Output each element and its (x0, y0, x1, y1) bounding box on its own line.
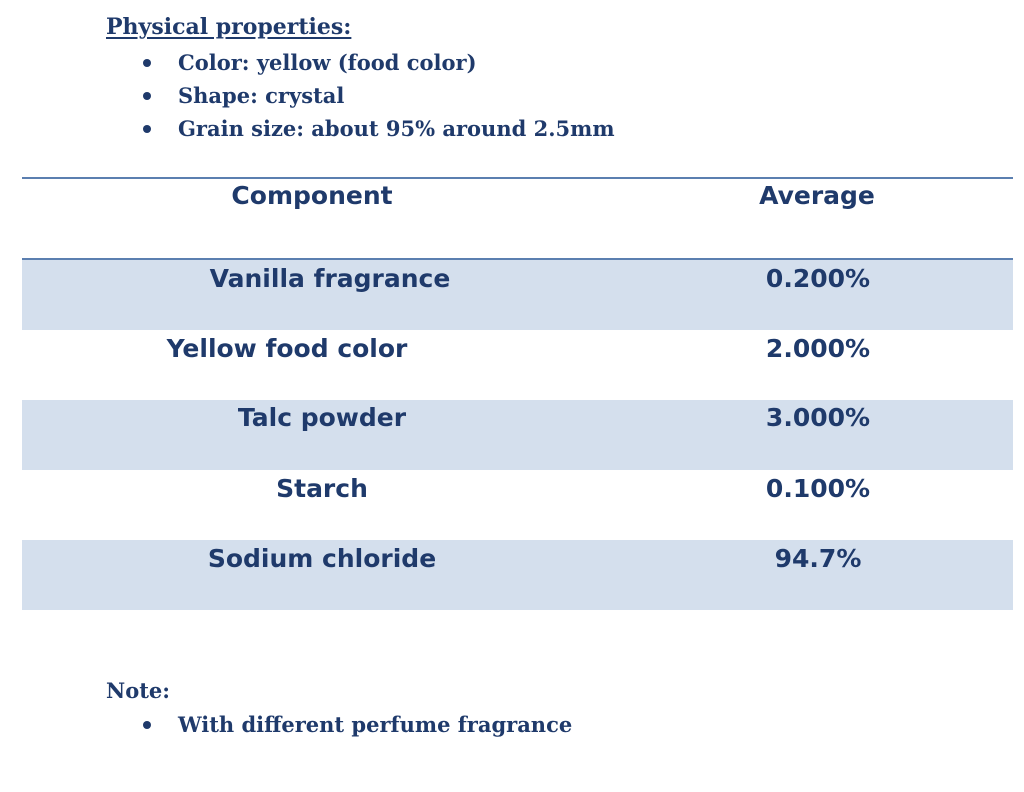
list-item: Shape: crystal (140, 79, 615, 112)
property-text: Shape: crystal (178, 83, 345, 108)
component-cell: Yellow food color (166, 334, 408, 363)
table-row: Vanilla fragrance 0.200% (22, 260, 1013, 330)
composition-table: Component Average Vanilla fragrance 0.20… (22, 177, 1013, 610)
header-rule (22, 258, 1013, 260)
table-row: Sodium chloride 94.7% (22, 540, 1013, 610)
note-text: With different perfume fragrance (178, 712, 573, 737)
average-cell: 94.7% (774, 544, 862, 573)
average-cell: 0.200% (765, 264, 871, 293)
bullet-icon (143, 125, 151, 133)
component-cell: Talc powder (237, 403, 407, 432)
bullet-icon (143, 92, 151, 100)
average-column-header: Average (759, 181, 875, 210)
component-cell: Vanilla fragrance (209, 264, 451, 293)
property-text: Color: yellow (food color) (178, 50, 477, 75)
table-row: Starch 0.100% (22, 470, 1013, 540)
note-list: With different perfume fragrance (140, 708, 572, 741)
bullet-icon (143, 59, 151, 67)
note-heading: Note: (106, 678, 171, 703)
component-cell: Sodium chloride (207, 544, 437, 573)
average-cell: 3.000% (765, 403, 871, 432)
table-top-rule (22, 177, 1013, 179)
bullet-icon (143, 721, 151, 729)
average-cell: 2.000% (765, 334, 871, 363)
table-row: Yellow food color 2.000% (22, 330, 1013, 400)
average-cell: 0.100% (765, 474, 871, 503)
property-text: Grain size: about 95% around 2.5mm (178, 116, 615, 141)
component-column-header: Component (231, 181, 393, 210)
list-item: Grain size: about 95% around 2.5mm (140, 112, 615, 145)
list-item: With different perfume fragrance (140, 708, 572, 741)
table-row: Talc powder 3.000% (22, 400, 1013, 470)
list-item: Color: yellow (food color) (140, 46, 615, 79)
physical-properties-heading: Physical properties: (106, 14, 352, 40)
component-cell: Starch (276, 474, 368, 503)
physical-properties-list: Color: yellow (food color) Shape: crysta… (140, 46, 615, 145)
